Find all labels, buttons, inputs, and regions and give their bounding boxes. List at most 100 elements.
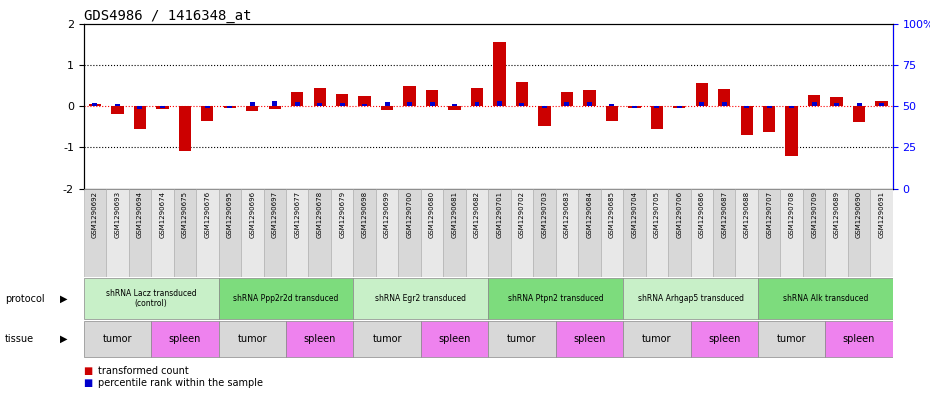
Bar — [398, 189, 420, 277]
Text: spleen: spleen — [438, 334, 471, 344]
Bar — [420, 189, 444, 277]
Text: GSM1290685: GSM1290685 — [609, 191, 615, 238]
Text: tumor: tumor — [507, 334, 537, 344]
Bar — [875, 101, 888, 106]
Bar — [631, 106, 637, 108]
Bar — [381, 106, 393, 110]
Bar — [112, 106, 124, 114]
Text: ▶: ▶ — [60, 334, 68, 344]
Text: GSM1290684: GSM1290684 — [587, 191, 592, 238]
Text: shRNA Ptpn2 transduced: shRNA Ptpn2 transduced — [508, 294, 604, 303]
Text: GSM1290694: GSM1290694 — [137, 191, 143, 238]
Bar — [219, 278, 353, 320]
Bar — [690, 189, 713, 277]
Bar — [786, 106, 798, 156]
Bar — [812, 102, 817, 106]
Bar — [722, 102, 726, 106]
Text: GSM1290676: GSM1290676 — [205, 191, 210, 239]
Bar — [138, 106, 142, 109]
Bar — [353, 278, 488, 320]
Bar — [538, 106, 551, 126]
Bar — [623, 321, 690, 357]
Bar — [555, 189, 578, 277]
Bar — [317, 103, 322, 106]
Bar — [291, 92, 303, 106]
Text: GSM1290705: GSM1290705 — [654, 191, 659, 238]
Bar — [758, 278, 893, 320]
Text: GSM1290681: GSM1290681 — [452, 191, 458, 239]
Text: tumor: tumor — [777, 334, 806, 344]
Text: GSM1290700: GSM1290700 — [406, 191, 413, 239]
Text: GSM1290708: GSM1290708 — [789, 191, 794, 239]
Text: tissue: tissue — [5, 334, 33, 344]
Bar — [426, 90, 438, 106]
Bar — [115, 104, 120, 106]
Text: GSM1290677: GSM1290677 — [294, 191, 300, 239]
Text: GSM1290680: GSM1290680 — [429, 191, 435, 239]
Bar — [565, 102, 569, 106]
Bar — [808, 95, 820, 106]
Bar — [780, 189, 803, 277]
Text: spleen: spleen — [168, 334, 201, 344]
Bar — [272, 101, 277, 106]
Bar — [151, 189, 174, 277]
Bar — [309, 189, 331, 277]
Bar — [758, 189, 780, 277]
Bar — [336, 94, 349, 106]
Text: GSM1290707: GSM1290707 — [766, 191, 772, 239]
Bar — [156, 106, 168, 109]
Text: GSM1290702: GSM1290702 — [519, 191, 525, 238]
Bar — [295, 102, 299, 106]
Bar — [848, 189, 870, 277]
Text: GSM1290693: GSM1290693 — [114, 191, 120, 239]
Bar — [466, 189, 488, 277]
Bar — [830, 97, 843, 106]
Bar — [511, 189, 533, 277]
Text: GSM1290691: GSM1290691 — [879, 191, 884, 239]
Bar — [699, 102, 704, 106]
Text: GSM1290686: GSM1290686 — [698, 191, 705, 239]
Bar — [623, 278, 758, 320]
Bar — [407, 102, 412, 106]
Bar — [128, 189, 151, 277]
Bar — [555, 321, 623, 357]
Text: spleen: spleen — [843, 334, 875, 344]
Bar — [219, 321, 286, 357]
Text: GSM1290678: GSM1290678 — [317, 191, 323, 239]
Text: GSM1290701: GSM1290701 — [497, 191, 502, 239]
Bar — [134, 106, 146, 129]
Text: ▶: ▶ — [60, 294, 68, 304]
Text: GSM1290695: GSM1290695 — [227, 191, 232, 238]
Bar — [339, 103, 345, 106]
Bar — [605, 106, 618, 121]
Bar — [587, 102, 591, 106]
Bar — [561, 92, 573, 106]
Text: GSM1290706: GSM1290706 — [676, 191, 683, 239]
Text: GSM1290704: GSM1290704 — [631, 191, 637, 238]
Bar — [201, 106, 214, 121]
Bar — [286, 189, 309, 277]
Bar — [151, 321, 219, 357]
Bar — [376, 189, 398, 277]
Bar — [520, 103, 525, 106]
Bar — [677, 106, 682, 108]
Text: tumor: tumor — [237, 334, 267, 344]
Text: GSM1290709: GSM1290709 — [811, 191, 817, 239]
Bar — [250, 102, 255, 106]
Bar — [286, 321, 353, 357]
Bar — [358, 96, 371, 106]
Bar — [736, 189, 758, 277]
Text: GSM1290683: GSM1290683 — [564, 191, 570, 239]
Bar — [488, 278, 623, 320]
Text: shRNA Arhgap5 transduced: shRNA Arhgap5 transduced — [638, 294, 743, 303]
Bar — [174, 189, 196, 277]
Bar — [870, 189, 893, 277]
Bar — [673, 106, 685, 108]
Bar — [718, 89, 730, 106]
Bar — [601, 189, 623, 277]
Bar — [744, 106, 750, 108]
Text: shRNA Alk transduced: shRNA Alk transduced — [783, 294, 868, 303]
Bar — [879, 103, 884, 106]
Bar — [84, 189, 106, 277]
Text: shRNA Lacz transduced
(control): shRNA Lacz transduced (control) — [106, 289, 196, 309]
